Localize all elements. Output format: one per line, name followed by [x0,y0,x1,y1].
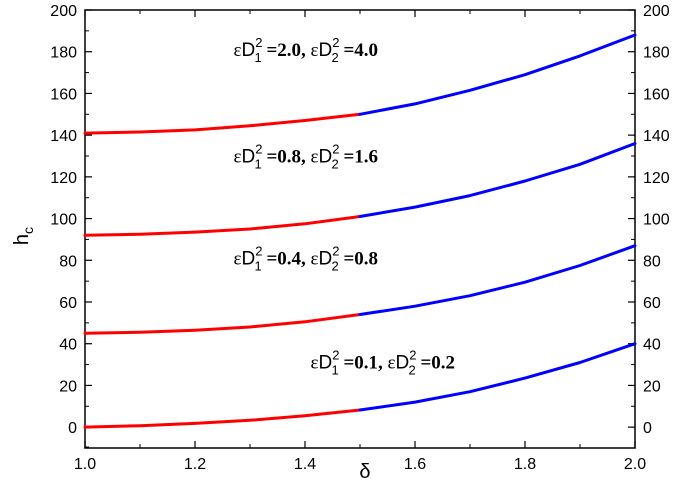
annotation-value-1: =0.1, [339,353,388,374]
series-2-line-blue [358,142,637,218]
annotation-value-2: =0.2 [416,353,455,374]
y-tick-label-right: 120 [643,170,670,187]
series-1-annotation: εD2 1 =2.0, εD2 2 =4.0 [234,35,379,65]
annotation-d2-sub: 2 [331,50,338,65]
y-axis-label-subscript: c [20,227,36,234]
y-tick-label-right: 60 [643,295,661,312]
y-tick-label-left: 20 [59,378,77,395]
annotation-epsilon-2: ε [311,40,319,61]
series-1-line-red [83,112,362,135]
y-tick-label-left: 140 [50,128,77,145]
annotation-d1-sup: 2 [255,35,262,50]
annotation-epsilon-2: ε [311,248,319,269]
y-tick-label-left: 80 [59,253,77,270]
y-tick-label-right: 140 [643,128,670,145]
annotation-d2-sub: 2 [408,363,415,378]
y-tick-label-right: 40 [643,337,661,354]
annotation-d2: D [396,353,410,374]
annotation-d1-sub: 1 [254,258,261,273]
y-tick-label-right: 80 [643,253,661,270]
series-2-annotation: εD2 1 =0.8, εD2 2 =1.6 [234,141,379,171]
series-4-line-red [83,408,362,429]
x-tick-label: 1.8 [514,456,536,473]
annotation-value-1: =2.0, [262,40,311,61]
annotation-d1-sup: 2 [255,141,262,156]
annotation-epsilon-2: ε [388,353,396,374]
series-1-line-blue [358,33,637,116]
annotation-d1-sup: 2 [255,243,262,258]
series-3-line-blue [358,244,637,316]
y-tick-label-right: 200 [643,3,670,20]
annotation-d1: D [318,353,332,374]
x-axis-ticks: 1.0 1.2 1.4 1.6 1.8 2.0 [74,10,646,473]
series-4-line-blue [358,342,637,412]
annotation-d2-sup: 2 [332,141,339,156]
y-axis-label: hc [11,227,36,245]
y-tick-label-left: 160 [50,86,77,103]
plot-frame [84,9,636,449]
y-tick-label-left: 100 [50,212,77,229]
x-tick-label: 2.0 [624,456,646,473]
y-tick-label-right: 160 [643,86,670,103]
y-axis-right-ticks: 0 20 40 60 80 100 120 140 160 180 200 [628,3,670,437]
annotation-d1-sup: 2 [332,348,339,363]
y-tick-label-left: 120 [50,170,77,187]
annotation-d2-sup: 2 [332,35,339,50]
y-tick-label-right: 180 [643,45,670,62]
annotation-value-2: =0.8 [339,248,378,269]
annotation-d2-sub: 2 [331,258,338,273]
y-axis-label-main: h [11,234,33,245]
annotation-d2-sub: 2 [331,156,338,171]
series-3-line-red [83,313,362,335]
annotation-d2: D [319,248,333,269]
annotation-epsilon: ε [311,353,319,374]
y-tick-label-left: 0 [68,420,77,437]
annotation-epsilon-2: ε [311,146,319,167]
y-tick-label-left: 200 [50,3,77,20]
x-tick-label: 1.4 [294,456,316,473]
y-tick-label-left: 180 [50,45,77,62]
x-tick-label: 1.2 [184,456,206,473]
annotation-value-1: =0.4, [262,248,311,269]
plot-border [84,9,636,449]
y-tick-label-left: 60 [59,295,77,312]
annotation-d1: D [241,40,255,61]
x-axis-label: δ [359,461,370,483]
y-tick-label-left: 40 [59,337,77,354]
annotation-d2-sup: 2 [409,348,416,363]
annotation-d1-sub: 1 [331,363,338,378]
annotation-value-2: =4.0 [339,40,378,61]
annotation-d2-sup: 2 [332,243,339,258]
annotation-d2: D [319,146,333,167]
annotation-d1-sub: 1 [254,50,261,65]
x-tick-label: 1.0 [74,456,96,473]
annotation-value-1: =0.8, [262,146,311,167]
y-tick-label-right: 20 [643,378,661,395]
y-tick-label-right: 0 [643,420,652,437]
series-2-line-red [83,215,362,237]
x-tick-label: 1.6 [404,456,426,473]
series-4-annotation: εD2 1 =0.1, εD2 2 =0.2 [311,348,456,378]
series-3-annotation: εD2 1 =0.4, εD2 2 =0.8 [234,243,379,273]
annotation-epsilon: ε [234,146,242,167]
annotation-epsilon: ε [234,248,242,269]
annotation-d1-sub: 1 [254,156,261,171]
series-lines [83,33,637,429]
y-tick-label-right: 100 [643,212,670,229]
annotation-epsilon: ε [234,40,242,61]
annotation-d1: D [241,248,255,269]
annotation-d1: D [241,146,255,167]
annotation-d2: D [319,40,333,61]
annotation-value-2: =1.6 [339,146,378,167]
